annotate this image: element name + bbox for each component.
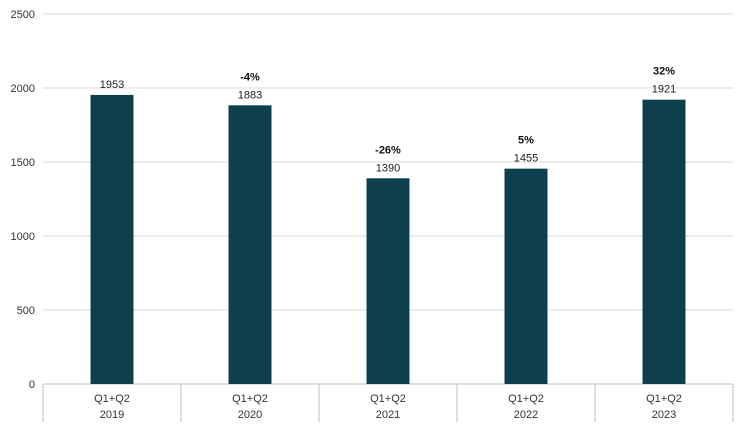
y-axis-tick-labels: 0 500 1000 1500 2000 2500 — [11, 9, 35, 391]
x-category-period-label: Q1+Q2 — [508, 393, 544, 405]
change-label: -26% — [375, 144, 401, 156]
change-label: 32% — [653, 66, 675, 78]
y-tick-label: 2500 — [11, 9, 35, 21]
bar — [90, 94, 134, 385]
change-label: -4% — [240, 71, 260, 83]
change-labels: -4% -26% 5% 32% — [240, 66, 675, 157]
x-category-year-label: 2021 — [376, 409, 400, 421]
change-label: 5% — [518, 135, 534, 147]
y-tick-label: 1000 — [11, 231, 35, 243]
x-category-period-label: Q1+Q2 — [232, 393, 268, 405]
x-axis-category-table: Q1+Q2 2019 Q1+Q2 2020 Q1+Q2 2021 Q1+Q2 2022 Q1+Q… — [42, 384, 734, 422]
bar — [366, 178, 410, 384]
y-tick-label: 0 — [29, 379, 35, 391]
bar — [504, 168, 548, 384]
x-category-period-label: Q1+Q2 — [370, 393, 406, 405]
data-label: 1953 — [100, 79, 124, 91]
y-tick-label: 500 — [17, 305, 35, 317]
x-category-period-label: Q1+Q2 — [646, 393, 682, 405]
x-category-year-label: 2020 — [238, 409, 262, 421]
x-category-period-label: Q1+Q2 — [94, 393, 130, 405]
bar — [642, 99, 686, 384]
x-category-year-label: 2019 — [100, 409, 124, 421]
data-label: 1883 — [238, 89, 262, 101]
data-labels: 1953 1883 1390 1455 1921 — [100, 79, 676, 174]
data-label: 1390 — [376, 162, 400, 174]
x-category-year-label: 2023 — [652, 409, 676, 421]
y-tick-label: 2000 — [11, 83, 35, 95]
data-label: 1921 — [652, 84, 676, 96]
bar — [228, 105, 272, 384]
x-category-year-label: 2022 — [514, 409, 538, 421]
bars — [90, 94, 686, 385]
y-tick-label: 1500 — [11, 157, 35, 169]
data-label: 1455 — [514, 153, 538, 165]
